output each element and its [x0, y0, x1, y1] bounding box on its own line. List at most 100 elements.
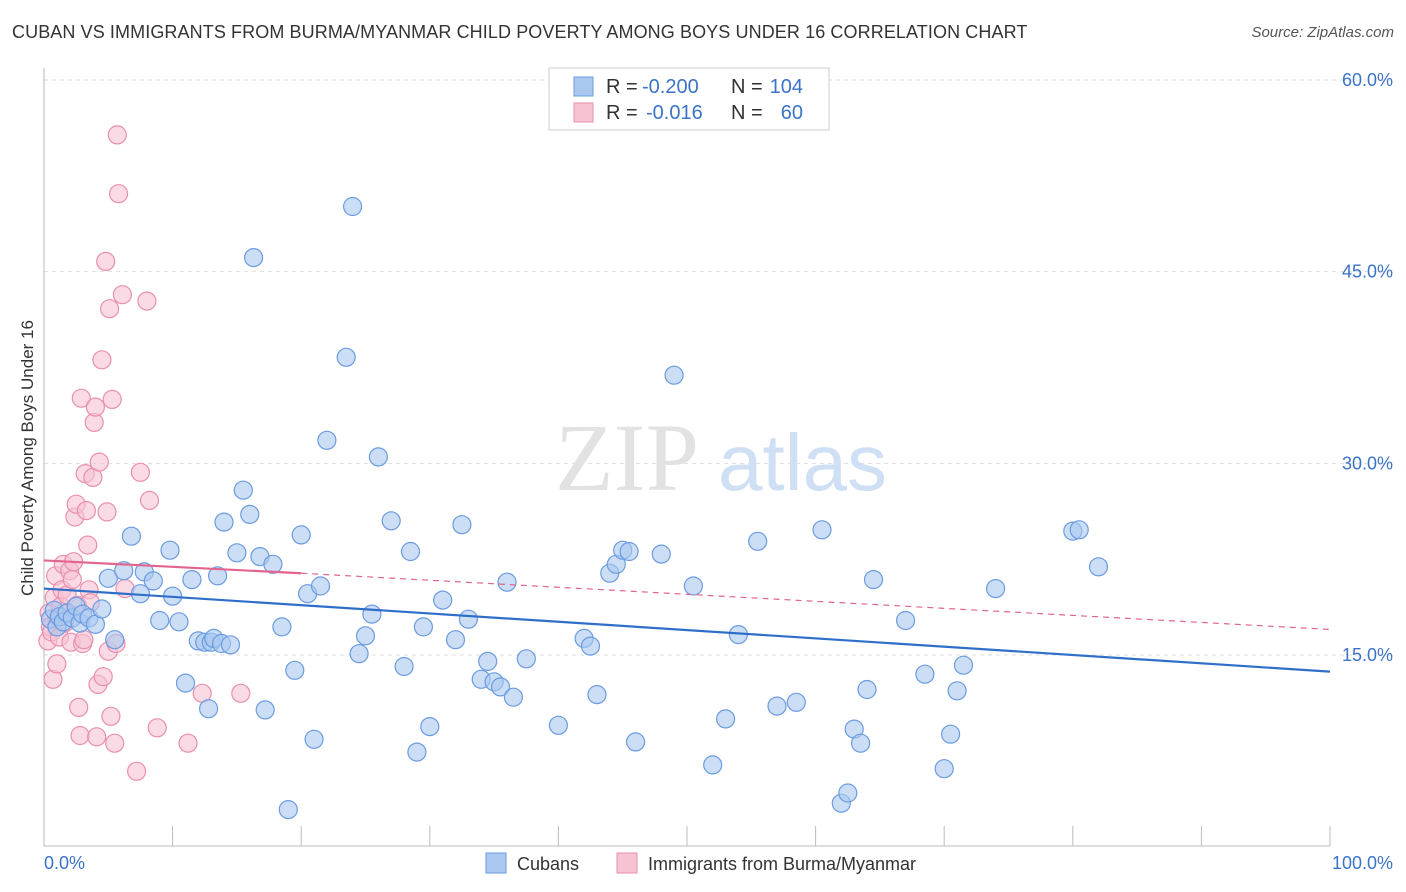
cubans-point [433, 590, 453, 610]
burma-point [137, 291, 157, 311]
cubans-point [175, 673, 196, 693]
cubans-point [580, 636, 601, 656]
source-label: Source: ZipAtlas.com [1251, 24, 1394, 41]
series-cubans-points [40, 196, 1109, 820]
cubans-point [940, 724, 961, 744]
cubans-point [227, 543, 247, 563]
cubans-point [490, 677, 511, 697]
legend-bottom-burma-swatch [616, 852, 638, 874]
cubans-point [478, 651, 498, 672]
cubans-point [92, 599, 112, 619]
burma-point [107, 125, 127, 145]
cubans-point [452, 515, 472, 535]
cubans-point [336, 347, 356, 367]
series-burma-points [38, 125, 251, 781]
cubans-point [240, 504, 260, 525]
cubans-point [767, 696, 787, 716]
cubans-point [458, 609, 478, 629]
cubans-point [143, 571, 163, 591]
burma-point [92, 350, 112, 370]
cubans-point [934, 759, 954, 779]
cubans-point [400, 541, 421, 562]
cubans-point [748, 531, 768, 551]
legend-n-value-2: 60 [781, 102, 803, 124]
burma-point [102, 389, 122, 409]
cubans-point [985, 578, 1006, 599]
cubans-point [214, 512, 234, 532]
cubans-point [445, 630, 466, 650]
cubans-point [683, 576, 704, 596]
burma-point [139, 490, 160, 510]
cubans-point [355, 626, 376, 646]
cubans-point [497, 572, 517, 592]
cubans-point [625, 732, 646, 752]
cubans-point [244, 248, 264, 268]
cubans-point [413, 617, 433, 637]
legend-n-value-1: 104 [770, 76, 803, 98]
legend-bottom: Cubans Immigrants from Burma/Myanmar [485, 852, 916, 874]
y-tick-label-15: 15.0% [1342, 645, 1393, 665]
y-tick-label-60: 60.0% [1342, 70, 1393, 90]
burma-point [97, 502, 117, 522]
cubans-point [362, 604, 382, 624]
watermark: ZIP atlas [555, 404, 887, 511]
cubans-point [285, 660, 305, 680]
trend-line-burma [43, 559, 302, 575]
cubans-point [255, 700, 275, 720]
burma-point [108, 184, 129, 204]
cubans-point [381, 511, 401, 531]
cubans-point [664, 365, 684, 385]
burma-point [87, 727, 107, 747]
cubans-point [516, 649, 536, 669]
cubans-point [278, 799, 298, 820]
cubans-point [105, 630, 125, 650]
cubans-point [220, 635, 241, 655]
legend-box [548, 67, 830, 131]
cubans-point [953, 655, 974, 675]
burma-point [71, 388, 91, 408]
cubans-point [98, 568, 118, 588]
trend-line-burma-dashed [301, 572, 1331, 631]
cubans-point [349, 644, 369, 664]
cubans-point [272, 617, 292, 637]
cubans-point [160, 540, 180, 560]
burma-point [76, 501, 97, 521]
cubans-point [838, 783, 858, 803]
burma-point [105, 733, 125, 753]
burma-point [101, 706, 121, 726]
cubans-point [548, 715, 569, 735]
cubans-point [420, 716, 440, 737]
cubans-point [715, 709, 736, 729]
legend-r-value-1: -0.200 [642, 76, 699, 98]
burma-point [93, 667, 113, 687]
burma-point [89, 452, 109, 472]
burma-point [74, 630, 94, 650]
burma-point [62, 569, 82, 590]
x-tick-label-max: 100.0% [1332, 853, 1393, 873]
cubans-point [1069, 520, 1089, 540]
cubans-point [199, 699, 219, 719]
cubans-point [503, 687, 524, 707]
cubans-point [915, 664, 935, 684]
watermark-atlas: atlas [718, 418, 887, 507]
cubans-point [850, 733, 871, 753]
burma-point [85, 397, 106, 417]
cubans-point [291, 525, 311, 545]
cubans-point [786, 692, 806, 712]
cubans-point [857, 679, 877, 700]
burma-point [78, 535, 98, 555]
x-tick-label-min: 0.0% [44, 853, 85, 873]
cubans-point [863, 569, 884, 590]
legend-r-value-2: -0.016 [646, 102, 703, 124]
burma-point [99, 299, 120, 319]
legend-n-label-2: N = [731, 102, 763, 124]
legend-top: R = -0.200 N = 104 R = -0.016 N = 60 [548, 67, 830, 131]
y-tick-label-30: 30.0% [1342, 453, 1393, 473]
cubans-point [169, 612, 189, 632]
legend-r-label-1: R = [606, 76, 638, 98]
cubans-point [368, 447, 388, 467]
trend-line-cubans [43, 587, 1331, 673]
legend-r-label-2: R = [606, 102, 638, 124]
cubans-point [703, 755, 723, 775]
cubans-point [587, 684, 607, 705]
